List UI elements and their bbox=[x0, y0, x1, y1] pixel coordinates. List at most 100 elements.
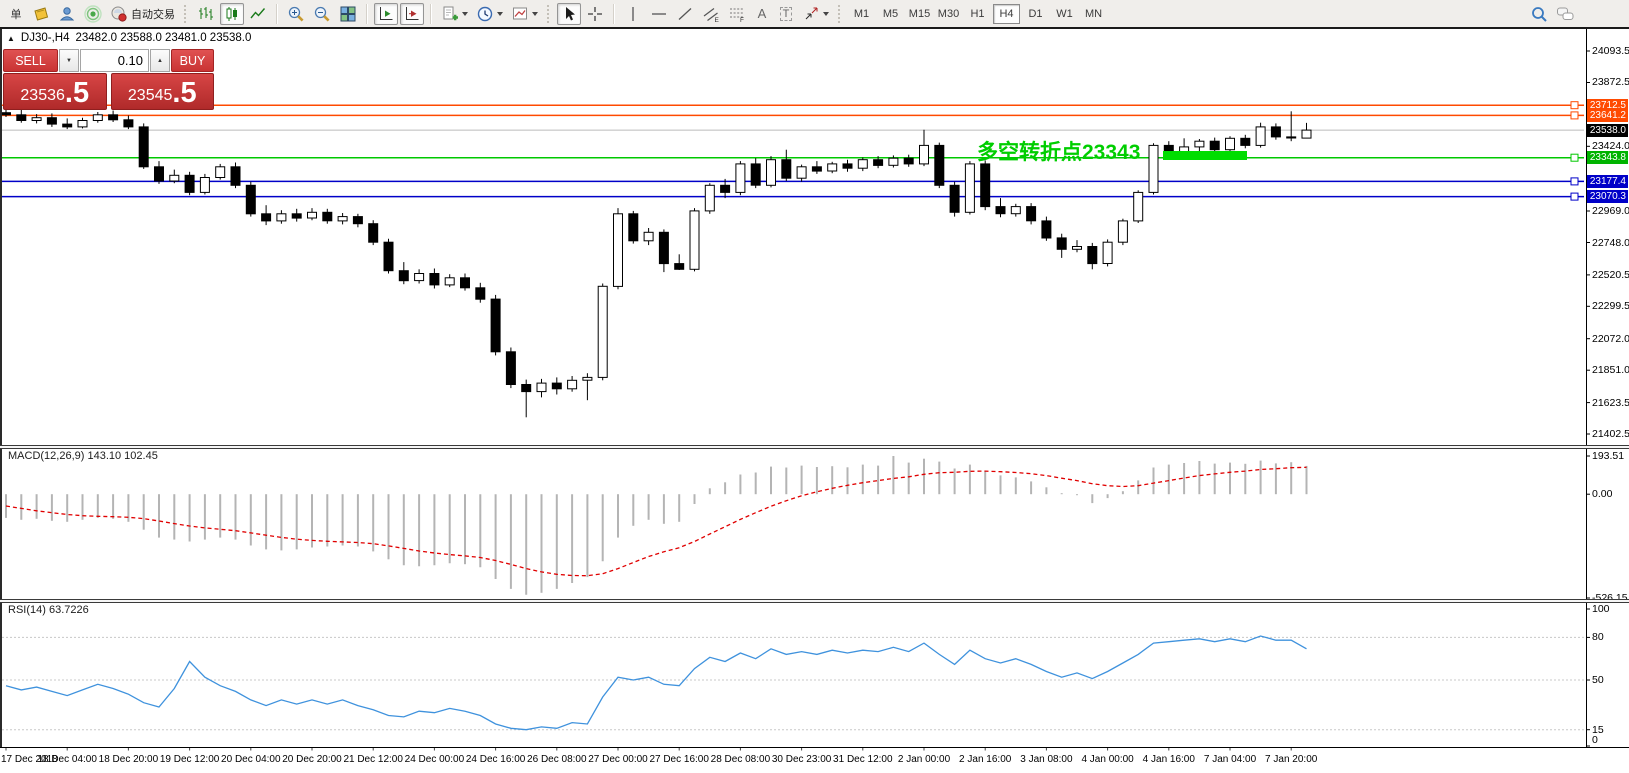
zoom-out-button[interactable] bbox=[310, 3, 334, 25]
date-label: 26 Dec 08:00 bbox=[527, 754, 587, 765]
main-axis-tick-label: 23424.0 bbox=[1592, 140, 1629, 153]
vertical-line-button[interactable] bbox=[621, 3, 645, 25]
spin-up-icon: ▲ bbox=[157, 57, 163, 64]
sell-price-panel[interactable]: 23536 .5 bbox=[3, 73, 107, 110]
bar-chart-button[interactable] bbox=[194, 3, 218, 25]
candlestick-icon bbox=[226, 6, 237, 21]
periods-button[interactable] bbox=[473, 3, 506, 25]
autotrading-button[interactable]: 自动交易 bbox=[107, 3, 178, 25]
channel-button[interactable]: E bbox=[699, 3, 723, 25]
main-axis-tick-label: 22969.0 bbox=[1592, 205, 1629, 218]
date-label: 2 Jan 16:00 bbox=[959, 754, 1012, 765]
chart-shift-icon bbox=[380, 6, 393, 20]
volume-increase-button[interactable]: ▲ bbox=[150, 49, 170, 72]
fibonacci-button[interactable]: F bbox=[725, 3, 749, 25]
tf-d1-button[interactable]: D1 bbox=[1028, 7, 1043, 20]
rsi-axis-tick-label: 0 bbox=[1592, 734, 1598, 746]
journal-button[interactable] bbox=[29, 3, 53, 25]
main-axis-tick-label: 21402.5 bbox=[1592, 428, 1629, 440]
sell-price-frac: .5 bbox=[64, 77, 90, 109]
templates-button[interactable] bbox=[508, 3, 541, 25]
label-tool-button[interactable]: T bbox=[775, 3, 797, 25]
tf-m30-button[interactable]: M30 bbox=[937, 7, 960, 20]
date-label: 18 Dec 04:00 bbox=[37, 754, 97, 765]
macd-axis-tick-label: 0.00 bbox=[1592, 488, 1613, 501]
templates-icon bbox=[513, 7, 527, 19]
tile-windows-icon bbox=[340, 6, 356, 21]
buy-price-int: 23545 bbox=[127, 87, 173, 104]
toolbar-grip bbox=[838, 4, 842, 23]
autotrade-icon bbox=[111, 6, 127, 22]
price-level-label: 23070.3 bbox=[1587, 190, 1628, 204]
tile-windows-button[interactable] bbox=[336, 3, 360, 25]
rsi-axis-tick-label: 50 bbox=[1592, 674, 1604, 686]
crosshair-button[interactable] bbox=[583, 3, 607, 25]
one-click-trading-panel: SELL ▼ ▲ BUY 23536 .5 23545 .5 bbox=[3, 49, 214, 110]
tf-m1-button[interactable]: M1 bbox=[853, 7, 870, 20]
date-label: 4 Jan 16:00 bbox=[1142, 754, 1195, 765]
tf-h1-button[interactable]: H1 bbox=[970, 7, 985, 20]
main-axis-tick-label: 24093.5 bbox=[1592, 45, 1629, 57]
auto-scroll-button[interactable] bbox=[400, 2, 424, 25]
new-order-label: 单 bbox=[10, 8, 22, 21]
rsi-axis-tick-label: 100 bbox=[1592, 603, 1610, 615]
date-label: 30 Dec 23:00 bbox=[771, 754, 832, 765]
main-axis-tick-label: 22072.0 bbox=[1592, 332, 1629, 345]
new-order-button[interactable]: 单 bbox=[5, 3, 27, 25]
line-chart-button[interactable] bbox=[246, 3, 270, 25]
tf-h4-button[interactable]: H4 bbox=[993, 3, 1020, 24]
crosshair-icon bbox=[588, 6, 602, 21]
tf-m15-button[interactable]: M15 bbox=[908, 7, 931, 20]
pane-separator-rsi[interactable] bbox=[0, 599, 1629, 603]
date-label: 3 Jan 08:00 bbox=[1020, 754, 1073, 765]
zoom-in-button[interactable] bbox=[284, 3, 308, 25]
main-axis-tick-label: 22748.0 bbox=[1592, 236, 1629, 249]
sell-button[interactable]: SELL bbox=[3, 49, 58, 72]
macd-axis-tick-label: 193.51 bbox=[1592, 450, 1625, 462]
spin-down-icon: ▼ bbox=[66, 57, 72, 64]
volume-input[interactable] bbox=[80, 49, 149, 72]
buy-price-panel[interactable]: 23545 .5 bbox=[110, 73, 214, 110]
text-tool-button[interactable]: A bbox=[751, 3, 773, 25]
trend-annotation[interactable]: 多空转折点23343 bbox=[977, 141, 1141, 164]
journal-icon bbox=[34, 6, 49, 21]
main-axis-tick-label: 22299.5 bbox=[1592, 300, 1629, 313]
svg-text:F: F bbox=[740, 17, 744, 23]
buy-button[interactable]: BUY bbox=[171, 49, 214, 72]
horizontal-line-button[interactable] bbox=[647, 3, 671, 25]
volume-decrease-button[interactable]: ▼ bbox=[59, 49, 79, 72]
trendline-button[interactable] bbox=[673, 3, 697, 25]
candlestick-button[interactable] bbox=[220, 2, 244, 25]
toolbar-separator bbox=[430, 3, 432, 24]
chart-shift-button[interactable] bbox=[374, 2, 398, 25]
rsi-pane[interactable] bbox=[0, 603, 1586, 747]
date-label: 18 Dec 20:00 bbox=[98, 754, 159, 765]
tf-mn-button[interactable]: MN bbox=[1084, 7, 1103, 20]
signal-button[interactable] bbox=[81, 3, 105, 25]
date-label: 21 Dec 12:00 bbox=[343, 754, 403, 765]
toolbar-separator bbox=[613, 3, 615, 24]
zoom-out-icon bbox=[314, 6, 330, 22]
rsi-axis-tick-label: 80 bbox=[1592, 631, 1604, 644]
search-button[interactable] bbox=[1527, 3, 1551, 25]
cursor-button[interactable] bbox=[557, 2, 581, 25]
one-click-panel-toggle[interactable]: ▲ bbox=[7, 33, 15, 43]
pane-separator-macd[interactable] bbox=[0, 445, 1629, 449]
date-label: 7 Jan 20:00 bbox=[1265, 754, 1318, 765]
chat-button[interactable] bbox=[1553, 3, 1578, 25]
tf-m5-button[interactable]: M5 bbox=[882, 7, 899, 20]
tf-w1-button[interactable]: W1 bbox=[1056, 7, 1073, 20]
chevron-down-icon bbox=[462, 11, 468, 16]
arrows-button[interactable] bbox=[799, 3, 832, 25]
chart-left-border bbox=[0, 29, 2, 748]
main-chart-pane[interactable] bbox=[0, 29, 1586, 445]
date-label: 19 Dec 12:00 bbox=[159, 754, 220, 765]
macd-pane[interactable] bbox=[0, 449, 1586, 599]
chevron-down-icon bbox=[532, 11, 538, 16]
rsi-indicator-label: RSI(14) 63.7226 bbox=[8, 604, 89, 616]
new-chart-button[interactable] bbox=[438, 3, 471, 25]
bar-chart-icon bbox=[199, 6, 213, 20]
search-icon bbox=[1532, 6, 1547, 22]
contacts-button[interactable] bbox=[55, 3, 79, 25]
auto-scroll-icon bbox=[406, 6, 419, 20]
